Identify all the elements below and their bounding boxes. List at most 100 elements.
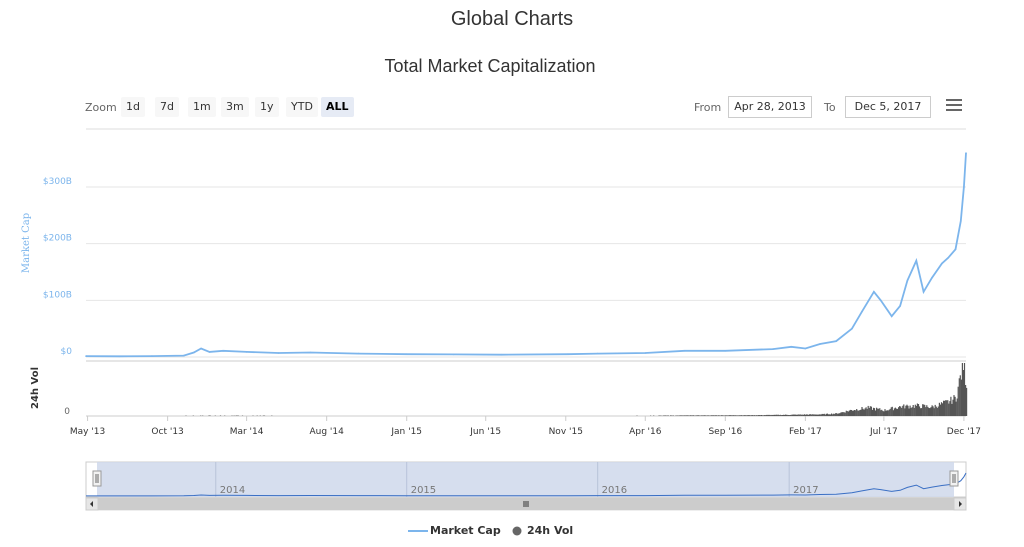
volume-bar [826, 413, 828, 416]
volume-bar [847, 411, 849, 416]
volume-bar [906, 404, 908, 416]
volume-bar [735, 415, 737, 416]
volume-bar [795, 414, 797, 416]
legend-market-cap[interactable]: Market Cap [430, 524, 501, 537]
legend-volume[interactable]: 24h Vol [527, 524, 574, 537]
volume-bar [742, 415, 744, 416]
volume-bar [786, 414, 788, 416]
market-cap-point [151, 355, 153, 357]
navigator-handle-right[interactable] [949, 470, 959, 487]
volume-bar [689, 415, 691, 416]
scroll-left-arrow-icon [90, 501, 93, 507]
from-label: From [694, 101, 722, 114]
volume-bar [846, 411, 848, 416]
volume-bar [235, 415, 237, 416]
volume-bar [695, 415, 697, 416]
volume-bar [882, 410, 884, 416]
volume-bar [814, 414, 816, 416]
volume-bar [944, 400, 946, 416]
volume-bar [794, 414, 796, 416]
volume-bar [740, 415, 742, 416]
volume-bar [726, 415, 728, 416]
volume-bar [842, 412, 844, 416]
navigator-year-label: 2014 [220, 485, 245, 496]
volume-bar [701, 415, 703, 416]
volume-bar [840, 412, 842, 416]
volume-bar [957, 386, 959, 416]
navigator-handle-left[interactable] [92, 470, 102, 487]
volume-bar [765, 415, 767, 416]
market-cap-point [644, 352, 647, 354]
volume-bar [753, 415, 755, 416]
volume-bar [940, 402, 943, 416]
volume-bar [692, 415, 695, 416]
volume-bar [663, 415, 665, 416]
volume-bar [816, 414, 818, 416]
volume-bar [851, 410, 854, 416]
volume-bar [861, 407, 863, 416]
volume-bar [658, 415, 660, 416]
volume-bar [902, 405, 904, 416]
to-date-input[interactable]: Dec 5, 2017 [845, 96, 931, 118]
market-cap-point [947, 257, 949, 259]
market-cap-point [890, 315, 893, 318]
market-cap-point [819, 343, 821, 345]
volume-bar [768, 414, 770, 416]
volume-bar [855, 410, 857, 416]
from-date-input[interactable]: Apr 28, 2013 [728, 96, 812, 118]
volume-bar [820, 414, 822, 416]
volume-bar [885, 410, 887, 416]
volume-bar [741, 415, 743, 416]
volume-bar [734, 415, 736, 416]
volume-bar [848, 410, 850, 416]
volume-bar [865, 407, 867, 416]
volume-bar [731, 415, 733, 416]
x-tick-label: May '13 [70, 427, 105, 437]
volume-bar [807, 414, 809, 416]
zoom-button-7d[interactable]: 7d [155, 97, 179, 117]
volume-bar [682, 415, 684, 416]
y-axis-title-volume: 24h Vol [30, 367, 41, 409]
x-tick-label: Jan '15 [390, 427, 422, 437]
market-cap-point [245, 351, 248, 353]
volume-bar [744, 415, 746, 416]
volume-bar [960, 379, 962, 416]
zoom-button-3m[interactable]: 3m [221, 97, 249, 117]
hamburger-menu-icon[interactable] [946, 99, 962, 113]
volume-bar [884, 409, 886, 416]
volume-bar [748, 415, 750, 416]
volume-bar [746, 415, 748, 416]
zoom-button-1m[interactable]: 1m [188, 97, 216, 117]
volume-bar [900, 406, 902, 416]
zoom-button-1d[interactable]: 1d [121, 97, 145, 117]
zoom-button-ytd[interactable]: YTD [286, 97, 318, 117]
volume-bar [858, 410, 860, 416]
legend-volume-symbol[interactable] [511, 525, 523, 537]
volume-bar [853, 410, 855, 416]
volume-bar [718, 415, 720, 416]
volume-bar [867, 405, 869, 416]
y-tick-label: $300B [43, 177, 72, 187]
volume-bar [893, 408, 895, 416]
volume-bar [904, 408, 906, 416]
volume-bar [886, 410, 888, 416]
zoom-button-1y[interactable]: 1y [255, 97, 279, 117]
volume-bar [690, 415, 692, 416]
volume-bar [866, 408, 868, 416]
volume-bar [777, 414, 779, 416]
market-cap-point [772, 348, 774, 350]
market-cap-point [960, 220, 962, 222]
volume-bar [876, 407, 878, 416]
volume-bar [952, 399, 954, 416]
legend-market-cap-symbol[interactable] [408, 527, 430, 535]
volume-bar [679, 415, 681, 416]
market-cap-point [954, 248, 957, 251]
volume-bar [947, 400, 949, 416]
zoom-button-all[interactable]: ALL [321, 97, 354, 117]
volume-bar [864, 408, 866, 416]
volume-bar [727, 415, 729, 416]
volume-bar [825, 413, 827, 416]
y-tick-label: $0 [61, 347, 73, 357]
volume-bar [950, 396, 952, 416]
